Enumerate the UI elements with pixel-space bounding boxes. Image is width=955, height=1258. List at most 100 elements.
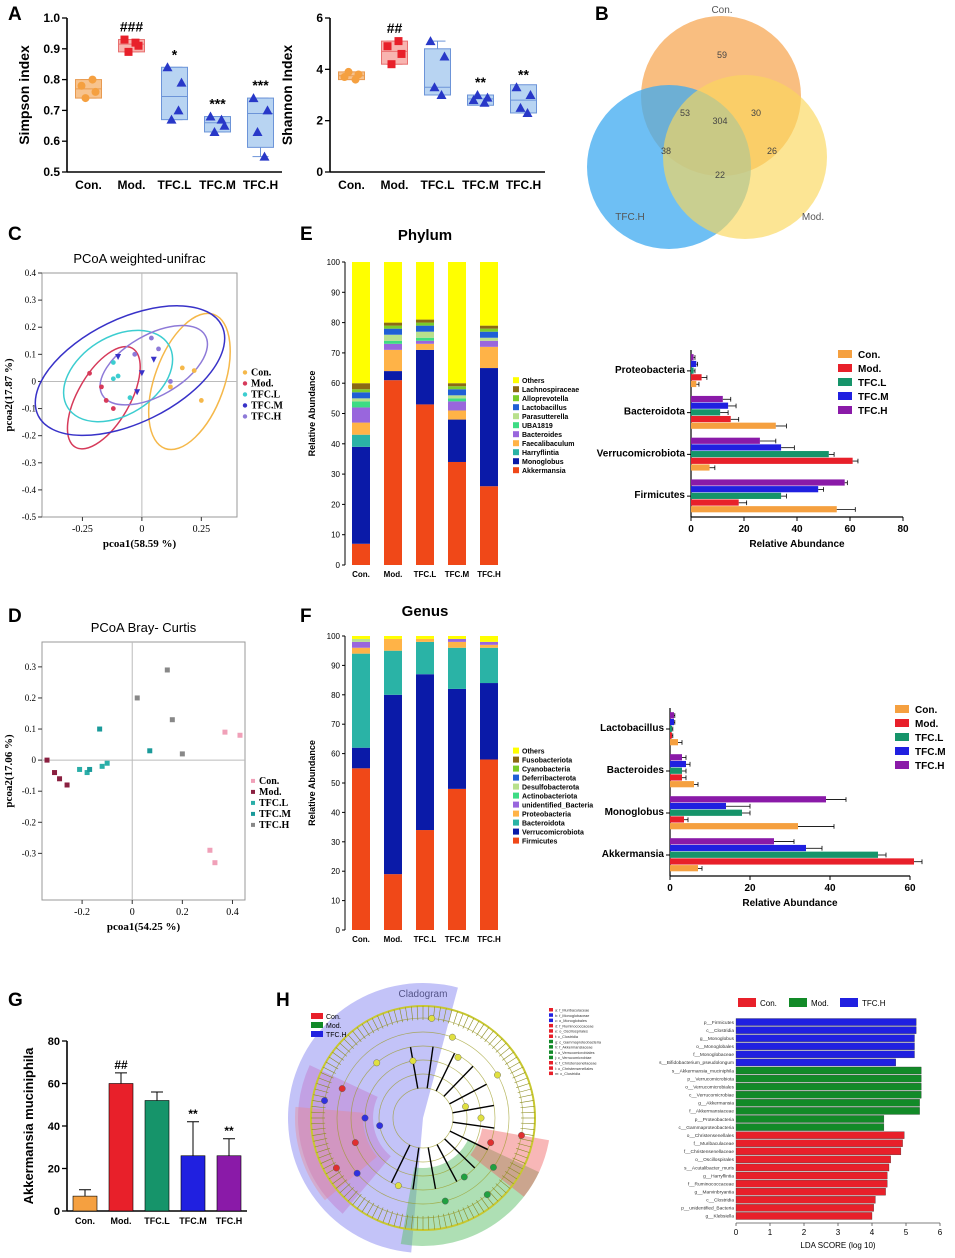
stacked-segment xyxy=(448,636,466,639)
legend-marker xyxy=(242,414,248,419)
stacked-segment xyxy=(384,650,402,695)
cladogram-branch xyxy=(409,1046,419,1089)
legend-swatch xyxy=(895,733,909,741)
hbar xyxy=(670,781,694,788)
scatter-point xyxy=(168,384,173,390)
stacked-segment xyxy=(416,343,434,350)
cladogram-branch xyxy=(518,1094,533,1098)
category-label: Monoglobus xyxy=(605,807,665,818)
legend-label: TFC.L xyxy=(251,389,281,400)
taxa-label: a: f_Muribaculaceae xyxy=(555,1009,589,1013)
stacked-segment xyxy=(352,262,370,384)
hbar xyxy=(670,732,672,739)
genus-hbar-chart: 0 20 40 60 Relative Abundance Lactobacillus Ba… xyxy=(600,705,946,909)
legend-swatch xyxy=(840,998,858,1007)
panel-label-d: D xyxy=(8,606,22,627)
cladogram-branch xyxy=(492,1038,503,1049)
scatter-point xyxy=(191,368,197,373)
hbar xyxy=(691,354,694,361)
legend-swatch xyxy=(513,819,519,826)
y-tick-label: 20 xyxy=(331,867,340,876)
data-point xyxy=(429,82,440,92)
y-tick-label: -0.2 xyxy=(22,817,36,827)
legend-label: Lachnospiraceae xyxy=(522,387,579,394)
cladogram-branch xyxy=(498,1047,511,1057)
box xyxy=(161,66,188,121)
legend-swatch xyxy=(838,392,852,400)
hbar xyxy=(691,451,829,458)
cladogram-branch xyxy=(444,1138,476,1169)
hbar xyxy=(691,422,776,429)
legend-swatch xyxy=(895,747,909,755)
cladogram-branch xyxy=(410,1006,414,1021)
lda-taxon-label: p__Firmicutes xyxy=(704,1020,735,1026)
stacked-segment xyxy=(448,638,466,642)
significance-label: * xyxy=(172,46,178,62)
legend-label: Firmicutes xyxy=(522,839,558,846)
legend-label: TFC.H xyxy=(259,820,290,831)
scatter-point xyxy=(179,365,185,371)
legend-swatch xyxy=(513,774,519,781)
lda-bar xyxy=(735,1179,888,1188)
cladogram-branch xyxy=(507,1061,521,1070)
x-tick-label: TFC.L xyxy=(414,935,437,944)
data-point xyxy=(124,47,133,56)
x-tick-label: 0 xyxy=(130,907,135,918)
legend-label: TFC.M xyxy=(259,809,292,820)
legend-swatch xyxy=(513,440,519,447)
taxa-label: g: c_Gammaproteobacteria xyxy=(555,1040,602,1044)
x-tick-label: 20 xyxy=(738,524,750,535)
x-tick-label: 0.25 xyxy=(193,524,211,535)
lda-taxon-label: s__Acutalibacter_muris xyxy=(684,1165,734,1171)
cladogram-ring xyxy=(350,1045,496,1191)
data-point xyxy=(252,126,263,136)
x-tick-label: Con. xyxy=(352,935,370,944)
data-point xyxy=(472,90,483,99)
cladogram-branch xyxy=(366,1202,375,1216)
cladogram-node xyxy=(454,1053,462,1061)
cladogram-branch xyxy=(377,1015,384,1029)
x-tick-label: 0 xyxy=(688,524,694,535)
stacked-segment xyxy=(384,874,402,930)
scatter-point xyxy=(179,751,185,757)
taxa-label: l: o_Christensenellales xyxy=(555,1067,593,1071)
stacked-segment xyxy=(448,419,466,462)
stacked-segment xyxy=(352,401,370,408)
hbar xyxy=(670,718,674,726)
x-tick-label: TFC.M xyxy=(199,178,236,192)
legend-swatch xyxy=(311,1022,323,1028)
cladogram-ring xyxy=(336,1031,510,1205)
y-tick-label: 0.6 xyxy=(43,134,60,148)
x-tick-label: Mod. xyxy=(381,178,409,192)
y-tick-label: 70 xyxy=(331,349,340,358)
venn-count: 30 xyxy=(751,108,761,118)
y-tick-label: 60 xyxy=(48,1079,60,1091)
cladogram-node xyxy=(518,1131,525,1139)
stacked-segment xyxy=(480,759,498,930)
cladogram-branch xyxy=(361,1200,370,1213)
lda-bar xyxy=(735,1026,917,1034)
scatter-point xyxy=(148,335,154,341)
y-tick-label: 10 xyxy=(331,897,340,906)
stacked-segment xyxy=(384,638,402,651)
simpson-box-chart: 0.5 0.6 0.7 0.8 0.9 1.0 Simpson index Con. Mod. #… xyxy=(16,11,282,192)
stacked-segment xyxy=(352,636,370,639)
cladogram-branch xyxy=(516,1083,530,1089)
cladogram-node xyxy=(376,1122,384,1130)
taxa-label: i: o_Verrucomicrobiales xyxy=(555,1051,595,1055)
legend-label: Others xyxy=(522,378,545,385)
cladogram-branch xyxy=(361,1023,370,1036)
scatter-point xyxy=(99,763,105,769)
venn-count: 53 xyxy=(680,108,690,118)
legend-label: Alloprevotella xyxy=(522,396,568,403)
significance-label: ** xyxy=(188,1107,198,1121)
legend-swatch xyxy=(513,756,519,763)
panel-a: A 0.5 0.6 0.7 0.8 0.9 1.0 Simpson index Con. Mod… xyxy=(8,4,545,192)
cladogram-branch xyxy=(382,1013,389,1027)
bar xyxy=(180,1155,206,1212)
stacked-segment xyxy=(384,343,402,350)
legend-label: Con. xyxy=(326,1014,341,1021)
y-tick-label: 80 xyxy=(331,319,340,328)
cladogram-node xyxy=(361,1114,369,1122)
cladogram-branch xyxy=(436,1144,458,1182)
